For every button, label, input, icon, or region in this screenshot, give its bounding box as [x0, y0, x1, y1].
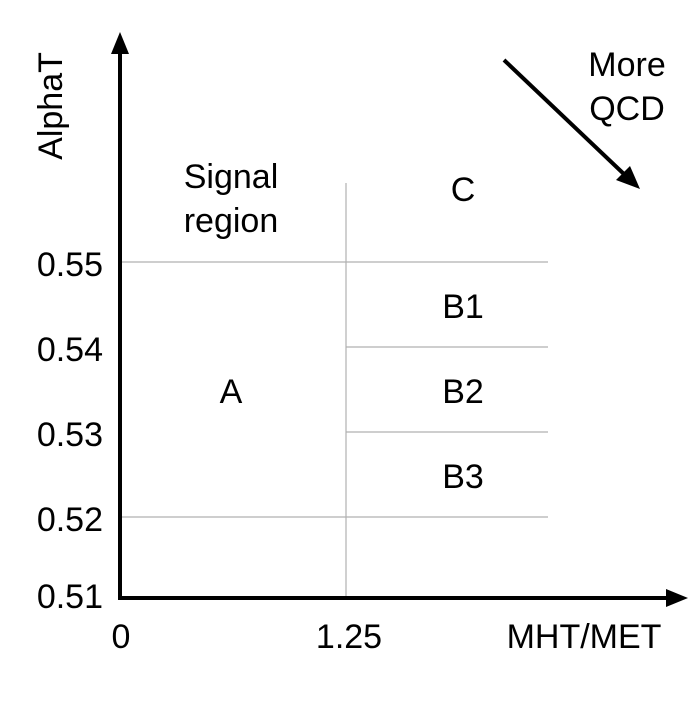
y-tick-label: 0.53: [37, 416, 103, 454]
y-tick-label: 0.54: [37, 331, 103, 369]
x-axis-arrowhead: [666, 589, 688, 607]
region-a-label: A: [220, 373, 243, 411]
more-qcd-label-line2: QCD: [589, 90, 665, 128]
signal-region-label-line2: region: [184, 202, 279, 240]
y-tick-label: 0.52: [37, 501, 103, 539]
y-tick-label: 0.55: [37, 246, 103, 284]
signal-region-label-line1: Signal: [184, 158, 279, 196]
more-qcd-label-line1: More: [588, 46, 665, 84]
region-c-label: C: [451, 171, 476, 209]
more-qcd-arrow: [502, 58, 628, 178]
x-tick-label: 1.25: [316, 618, 382, 656]
x-axis-title: MHT/MET: [507, 618, 662, 656]
y-axis-title: AlphaT: [32, 52, 70, 160]
region-b1-label: B1: [442, 288, 484, 326]
region-b2-label: B2: [442, 373, 484, 411]
y-axis-arrowhead: [111, 32, 129, 54]
y-tick-label: 0.51: [37, 578, 103, 616]
region-b3-label: B3: [442, 458, 484, 496]
x-tick-label: 0: [112, 618, 131, 656]
more-qcd-arrowhead: [616, 166, 640, 189]
